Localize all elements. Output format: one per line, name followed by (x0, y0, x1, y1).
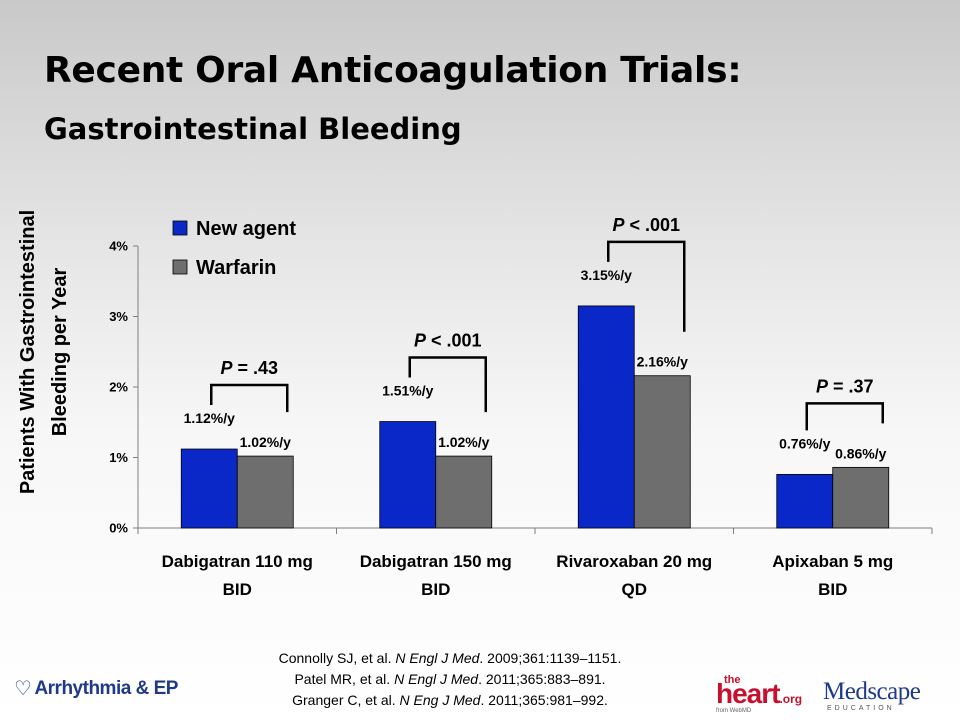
data-label-new-agent: 1.51%/y (382, 383, 434, 399)
legend-swatch (172, 259, 188, 275)
y-tick-label: 2% (109, 380, 128, 395)
reference-3: Granger C, et al. N Eng J Med. 2011;365:… (292, 692, 608, 708)
data-label-warfarin: 1.02%/y (438, 434, 490, 450)
category-label: QD (622, 580, 648, 599)
medscape-education-logo: Medscape EDUCATION (823, 678, 921, 712)
y-tick-label: 1% (109, 450, 128, 465)
arrhythmia-ep-logo: ♡ Arrhythmia & EP (14, 677, 178, 701)
y-axis-label: Patients With Gastrointestinal (17, 210, 39, 494)
category-label: BID (421, 580, 450, 599)
p-value-label: P = .37 (816, 376, 874, 396)
heart-icon: ♡ (14, 678, 32, 700)
y-tick-label: 0% (109, 521, 128, 536)
data-label-new-agent: 3.15%/y (581, 267, 633, 283)
theheart-logo: the heart.org from WebMD (716, 674, 803, 714)
data-label-new-agent: 1.12%/y (184, 410, 236, 426)
category-label: BID (818, 580, 847, 599)
category-label: Apixaban 5 mg (772, 552, 893, 571)
legend-swatch (172, 220, 188, 236)
bar-warfarin (435, 455, 493, 529)
data-label-warfarin: 0.86%/y (835, 445, 887, 461)
p-value-bracket (805, 402, 884, 431)
p-value-bracket (607, 240, 686, 332)
category-label: Rivaroxaban 20 mg (556, 552, 712, 571)
category-label: Dabigatran 150 mg (360, 552, 512, 571)
y-axis-label: Bleeding per Year (49, 267, 71, 436)
data-label-warfarin: 1.02%/y (240, 434, 292, 450)
bar-warfarin (236, 455, 294, 529)
category-label: BID (223, 580, 252, 599)
legend-label: Warfarin (196, 257, 276, 279)
bar-new-agent (379, 421, 437, 529)
category-label: Dabigatran 110 mg (162, 552, 313, 571)
bar-new-agent (776, 474, 834, 529)
y-tick-label: 3% (109, 309, 128, 324)
p-value-label: P < .001 (414, 331, 482, 351)
p-value-bracket (210, 383, 289, 413)
reference-1: Connolly SJ, et al. N Engl J Med. 2009;3… (278, 650, 622, 666)
bar-chart: 0% 1% 2% 3% 4% Patients With Gastrointestinal… (17, 210, 933, 599)
slide-title: Recent Oral Anticoagulation Trials: (44, 50, 742, 91)
legend-label: New agent (196, 218, 296, 240)
bar-new-agent (180, 448, 238, 529)
bar-warfarin (832, 466, 890, 529)
p-value-label: P = .43 (220, 358, 278, 378)
reference-2: Patel MR, et al. N Engl J Med. 2011;365:… (294, 671, 606, 687)
bar-new-agent (577, 305, 635, 529)
references: Connolly SJ, et al. N Engl J Med. 2009;3… (220, 648, 680, 711)
slide-subtitle: Gastrointestinal Bleeding (44, 112, 462, 146)
bar-warfarin (633, 375, 691, 529)
y-tick-label: 4% (109, 239, 128, 254)
p-value-bracket (408, 356, 487, 413)
p-value-label: P < .001 (612, 215, 680, 235)
data-label-new-agent: 0.76%/y (779, 435, 831, 451)
data-label-warfarin: 2.16%/y (637, 354, 689, 370)
